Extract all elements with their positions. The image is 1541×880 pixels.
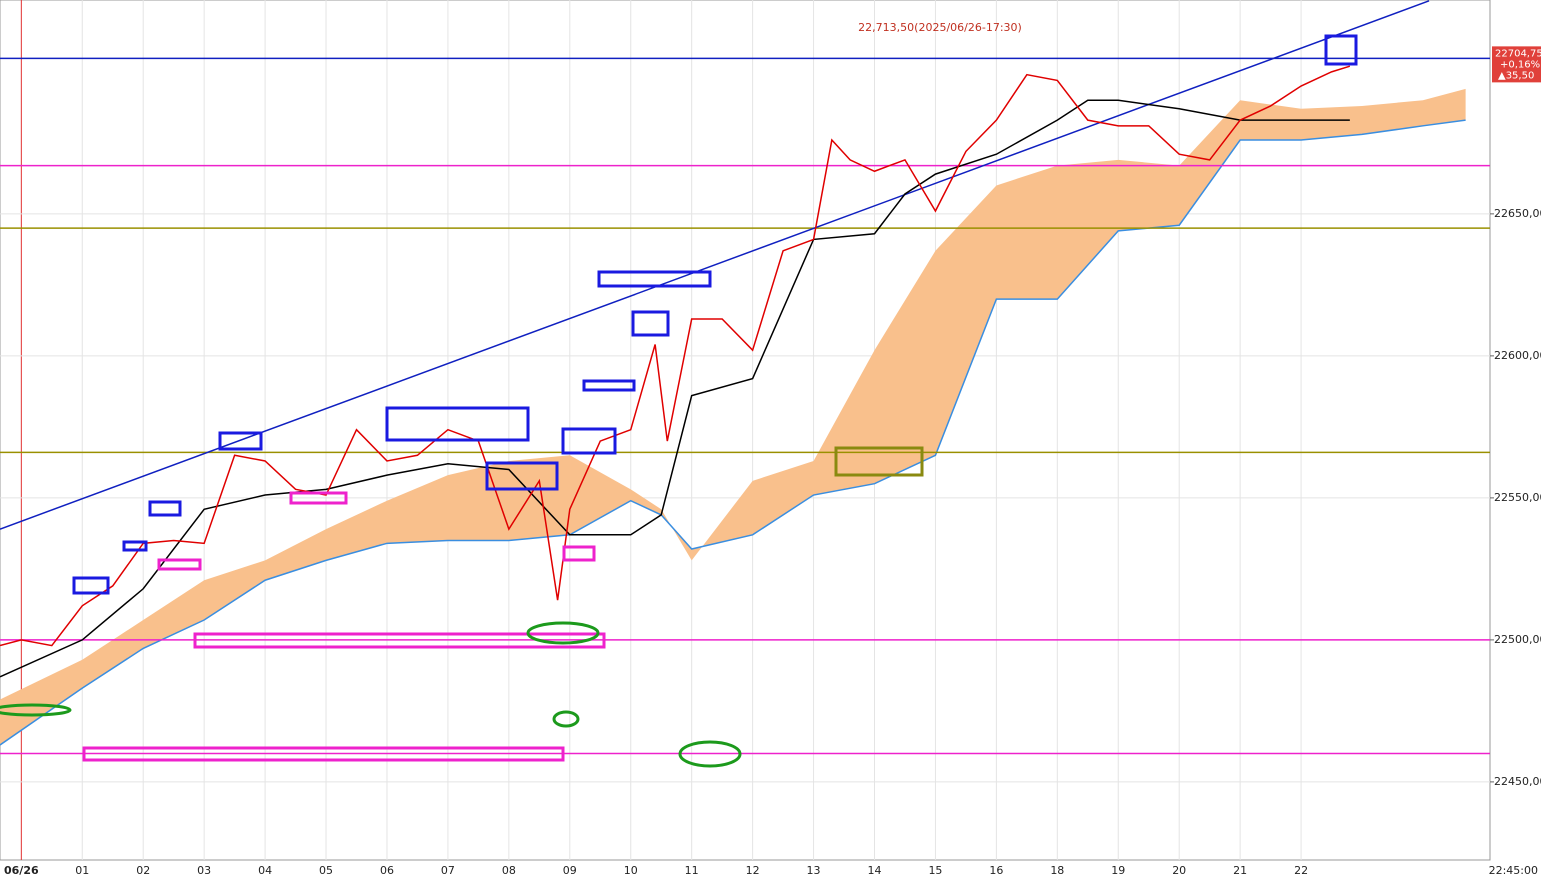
box — [485, 461, 559, 491]
y-tick-label: 22600,00 — [1494, 349, 1541, 362]
box — [82, 746, 565, 762]
box — [582, 379, 636, 392]
x-tick-label: 18 — [1050, 864, 1064, 877]
x-tick-label: 15 — [928, 864, 942, 877]
price-tag — [1492, 46, 1541, 83]
trendline — [0, 0, 1430, 530]
x-tick-label: 10 — [624, 864, 638, 877]
x-tick-label: 02 — [136, 864, 150, 877]
time-label: 22:45:00 — [1489, 864, 1538, 877]
drawings — [0, 34, 1358, 768]
plot-area — [0, 0, 1491, 861]
box — [157, 558, 202, 571]
x-tick-label: 08 — [502, 864, 516, 877]
box — [631, 310, 670, 337]
box — [834, 446, 924, 477]
y-tick-label: 22450,00 — [1494, 775, 1541, 788]
box — [289, 491, 348, 505]
x-tick-label: 14 — [867, 864, 881, 877]
x-tick-label: 09 — [563, 864, 577, 877]
x-tick-label: 13 — [807, 864, 821, 877]
y-tick-label: 22500,00 — [1494, 633, 1541, 646]
span-b — [0, 119, 1466, 746]
x-tick-label: 04 — [258, 864, 272, 877]
ellipse — [678, 740, 742, 768]
x-tick-label: 01 — [75, 864, 89, 877]
x-tick-label: 22 — [1294, 864, 1308, 877]
box — [385, 406, 530, 442]
x-tick-label: 03 — [197, 864, 211, 877]
y-tick-label: 22550,00 — [1494, 491, 1541, 504]
price-label: 22704,75 — [1495, 48, 1541, 59]
box — [218, 431, 263, 451]
ellipse — [552, 710, 580, 728]
box — [122, 540, 148, 552]
ellipse — [526, 621, 600, 645]
x-tick-label: 06 — [380, 864, 394, 877]
annotation: 22,713,50(2025/06/26-17:30) — [858, 21, 1022, 34]
x-tick-label: 05 — [319, 864, 333, 877]
change-label: +0,16% — [1500, 59, 1540, 70]
diff-label: ▲35,50 — [1498, 70, 1534, 81]
y-tick-label: 22650,00 — [1494, 207, 1541, 220]
box — [597, 270, 712, 288]
layers — [0, 0, 1490, 860]
box — [148, 500, 182, 517]
box — [1324, 34, 1358, 66]
x-tick-label: 07 — [441, 864, 455, 877]
box — [72, 576, 110, 595]
x-tick-label: 21 — [1233, 864, 1247, 877]
x-tick-label: 06/26 — [4, 864, 39, 877]
box — [561, 427, 617, 455]
x-tick-label: 19 — [1111, 864, 1125, 877]
box — [562, 545, 596, 562]
price-line — [0, 65, 1351, 647]
x-tick-label: 16 — [989, 864, 1003, 877]
box — [193, 632, 606, 649]
x-tick-label: 20 — [1172, 864, 1186, 877]
x-tick-label: 12 — [746, 864, 760, 877]
x-tick-label: 11 — [685, 864, 699, 877]
ellipse — [0, 703, 72, 717]
kijun-line — [0, 99, 1350, 678]
